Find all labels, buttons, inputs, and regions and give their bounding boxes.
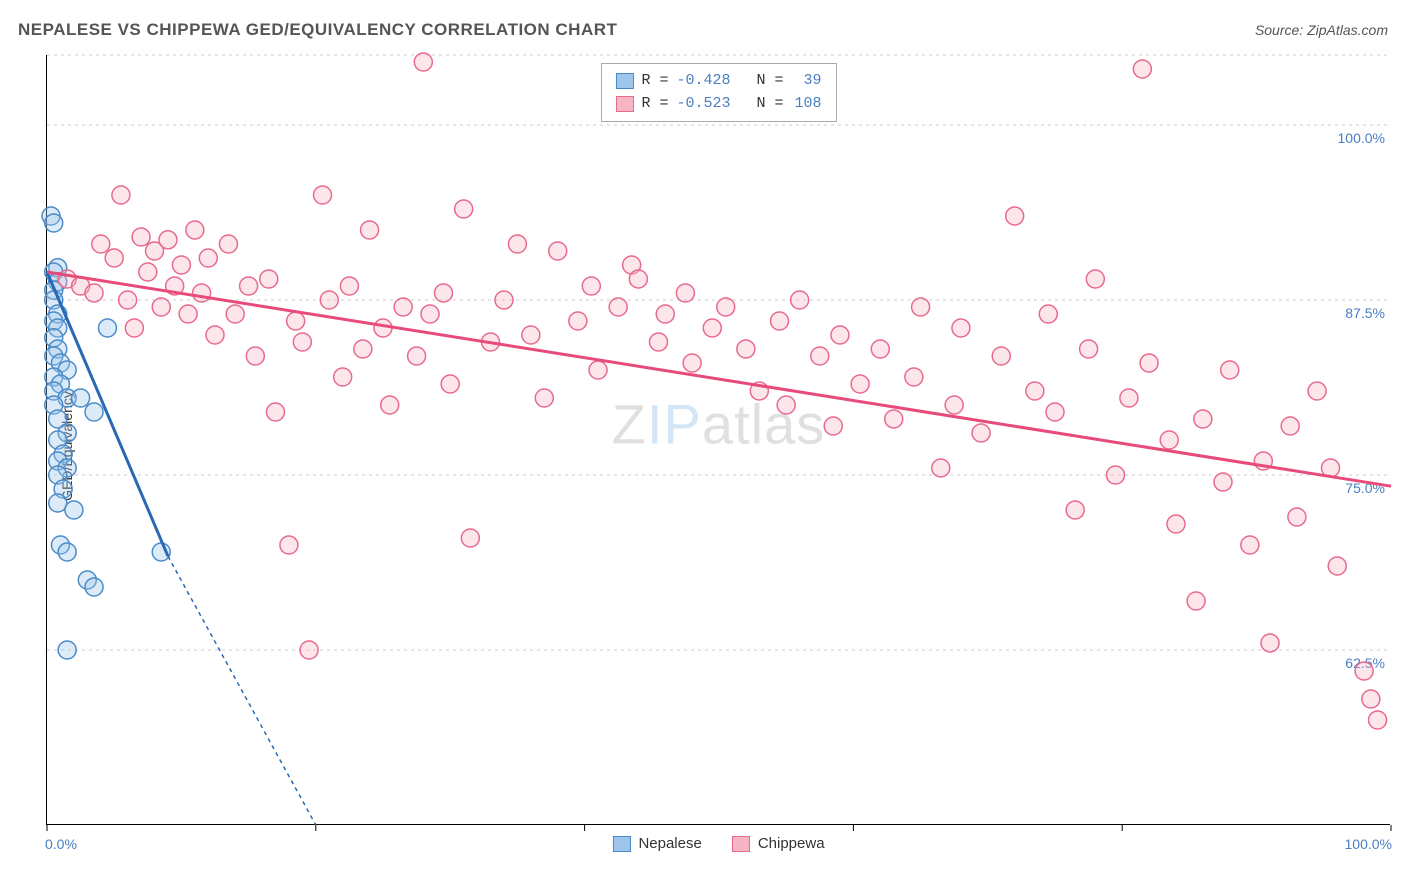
source-label: Source: ZipAtlas.com [1255,22,1388,38]
r-value-chippewa: -0.523 [676,93,730,116]
scatter-svg: 62.5%75.0%87.5%100.0% [47,55,1390,824]
chart-container: NEPALESE VS CHIPPEWA GED/EQUIVALENCY COR… [0,0,1406,892]
correlation-legend: R = -0.428 N = 39 R = -0.523 N = 108 [600,63,836,122]
swatch-nepalese [615,73,633,89]
n-value-nepalese: 39 [792,70,822,93]
plot-area: ZIPatlas 62.5%75.0%87.5%100.0% R = -0.42… [46,55,1390,825]
chart-title: NEPALESE VS CHIPPEWA GED/EQUIVALENCY COR… [18,20,617,40]
x-label-left: 0.0% [45,836,77,852]
n-value-chippewa: 108 [792,93,822,116]
swatch-chippewa-bottom [732,836,750,852]
legend-item-nepalese: Nepalese [612,835,701,852]
swatch-nepalese-bottom [612,836,630,852]
r-value-nepalese: -0.428 [676,70,730,93]
legend-item-chippewa: Chippewa [732,835,825,852]
legend-row-chippewa: R = -0.523 N = 108 [615,93,821,116]
svg-text:87.5%: 87.5% [1345,305,1385,321]
series-legend: Nepalese Chippewa [612,835,824,852]
x-label-right: 100.0% [1345,836,1392,852]
svg-text:100.0%: 100.0% [1338,130,1385,146]
legend-row-nepalese: R = -0.428 N = 39 [615,70,821,93]
swatch-chippewa [615,96,633,112]
